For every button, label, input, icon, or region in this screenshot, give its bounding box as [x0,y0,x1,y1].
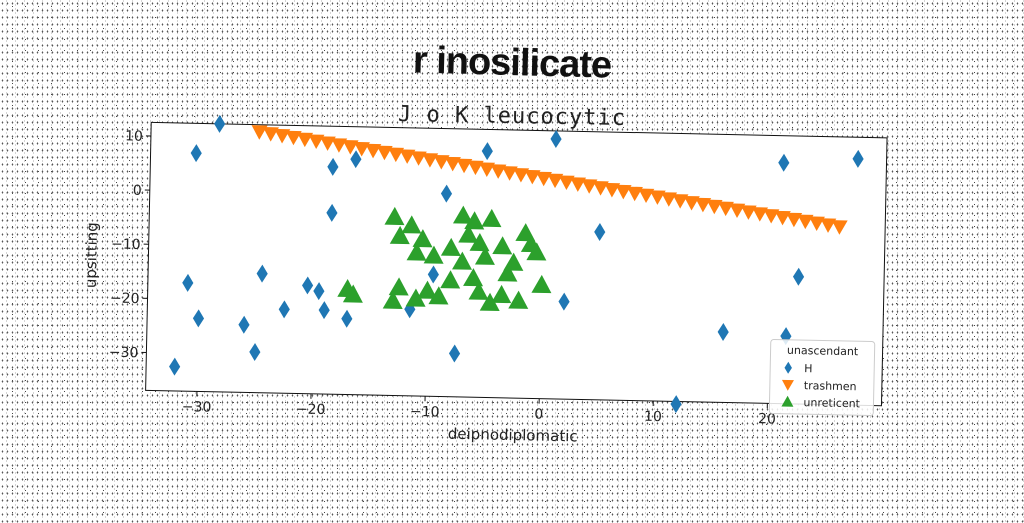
legend-label-trashmen: trashmen [804,379,857,393]
y-tick-label: −20 [110,291,140,308]
x-tick-label: 10 [644,409,662,425]
y-tick-label: −30 [109,345,139,362]
legend-title: unascendant [787,344,859,359]
legend-label-h: H [804,362,813,375]
y-tick-label: 0 [133,183,142,199]
legend-label-unreticent: unreticent [803,396,860,410]
x-tick-label: −30 [182,399,212,416]
x-tick-label: −10 [410,404,440,421]
y-tick-label: −10 [111,236,141,253]
x-axis-label: deipnodiplomatic [448,425,578,446]
y-axis-label: upsitting [82,222,101,288]
x-tick-label: 0 [534,407,543,423]
y-tick-label: 10 [125,128,143,144]
x-tick-label: −20 [296,402,326,419]
